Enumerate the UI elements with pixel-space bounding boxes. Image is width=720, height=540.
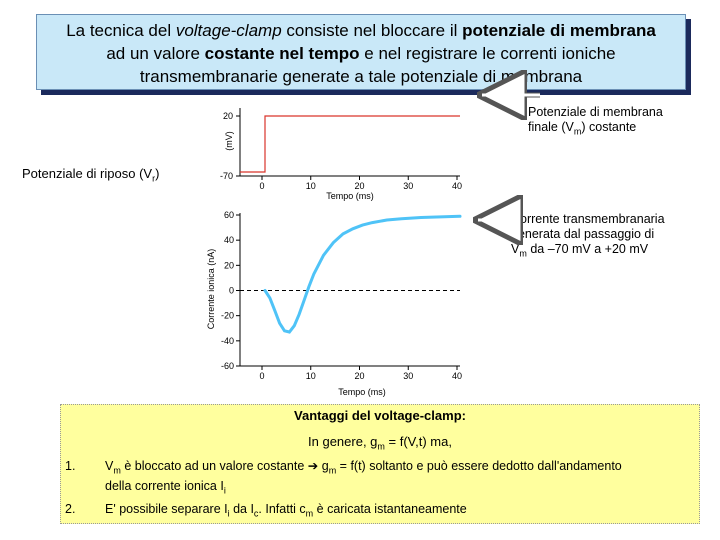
- title-text: ad un valore: [106, 44, 205, 63]
- current-x-tick-label: 20: [354, 371, 364, 381]
- title-text: consiste nel bloccare il: [281, 21, 463, 40]
- final-label-close: ) costante: [581, 120, 637, 134]
- item-1-d: = f(t) soltanto e può essere dedotto dal…: [336, 459, 622, 473]
- current-y-tick-label: -20: [221, 311, 234, 321]
- voltage-x-tick-label: 40: [452, 181, 462, 191]
- final-label-sub: m: [573, 126, 582, 137]
- current-note-line-3: Vm da –70 mV a +20 mV: [511, 242, 665, 262]
- current-curve: [263, 214, 462, 334]
- item-1-line2-sub: i: [223, 485, 226, 495]
- title-text: e nel registrare le correnti ioniche: [359, 44, 616, 63]
- current-y-tick-label: -40: [221, 336, 234, 346]
- current-x-tick-label: 0: [259, 371, 264, 381]
- voltage-y-tick-label: -70: [220, 171, 233, 181]
- current-note-line-2: generata dal passaggio di: [511, 227, 655, 241]
- current-x-tick-label: 10: [306, 371, 316, 381]
- current-y-tick-label: 60: [224, 210, 234, 220]
- item-1-a-sub: m: [113, 465, 121, 476]
- current-x-tick-label: 40: [452, 371, 462, 381]
- current-note: Corrente transmembranaria generata dal p…: [511, 212, 665, 262]
- title-bold: potenziale di membrana: [462, 21, 656, 40]
- item-2-a-sub: i: [227, 508, 230, 519]
- voltage-x-label: Tempo (ms): [326, 191, 374, 201]
- item-1-line2: della corrente ionica I: [105, 478, 224, 493]
- advantages-intro: In genere, gm = f(V,t) ma,: [61, 434, 699, 452]
- title-box: La tecnica del voltage-clamp consiste ne…: [36, 14, 686, 90]
- voltage-x-tick-label: 10: [306, 181, 316, 191]
- advantages-box: Vantaggi del voltage-clamp: In genere, g…: [60, 404, 700, 524]
- current-note-rest: da –70 mV a +20 mV: [526, 242, 649, 256]
- item-1-number: 1.: [65, 459, 76, 473]
- item-1-b: è bloccato ad un valore costante: [120, 459, 308, 473]
- item-2-number: 2.: [65, 502, 76, 516]
- title-bold: costante nel tempo: [204, 44, 360, 63]
- item-2-b-sub: c: [253, 508, 259, 519]
- resting-label-sub: r: [152, 173, 156, 184]
- voltage-x-tick-label: 30: [403, 181, 413, 191]
- title-text: La tecnica del: [66, 21, 176, 40]
- item-2-a: E' possibile separare I: [105, 502, 228, 516]
- resting-label-text: Potenziale di riposo (V: [22, 166, 153, 181]
- intro-sub: m: [377, 441, 385, 452]
- resting-potential-label: Potenziale di riposo (Vr): [22, 166, 159, 187]
- current-note-text: V: [511, 242, 520, 256]
- intro-rest: = f(V,t) ma,: [384, 434, 452, 449]
- voltage-step-line: [240, 115, 460, 173]
- voltage-x-tick-label: 20: [354, 181, 364, 191]
- voltage-y-tick-label: 20: [223, 111, 233, 121]
- item-2-c: . Infatti c: [258, 502, 306, 516]
- resting-label-close: ): [155, 166, 160, 181]
- item-1-c: g: [318, 459, 329, 473]
- current-x-label: Tempo (ms): [338, 387, 386, 397]
- item-2-text: E' possibile separare Ii da Ic. Infatti …: [105, 502, 695, 522]
- current-x-tick-label: 30: [403, 371, 413, 381]
- final-label-text: finale (V: [528, 120, 574, 134]
- right-arrow-icon: ➔: [307, 459, 319, 473]
- current-ticks: 60 40 20 0 -20 -40 -60 0 10 20 30 40: [221, 210, 462, 381]
- voltage-ticks: 20 -70 0 10 20 30 40: [220, 111, 462, 191]
- final-label-line-2: finale (Vm) costante: [528, 120, 663, 140]
- item-2-c-sub: m: [305, 508, 314, 519]
- current-note-line-1: Corrente transmembranaria: [511, 212, 665, 226]
- item-1-a: V: [105, 459, 114, 473]
- current-y-label: Corrente ionica (nA): [206, 249, 216, 330]
- title-italic: voltage-clamp: [175, 21, 282, 40]
- advantages-heading: Vantaggi del voltage-clamp:: [294, 408, 466, 423]
- item-1-text: Vm è bloccato ad un valore costante ➔ gm…: [105, 459, 695, 498]
- item-2-d: è caricata istantaneamente: [313, 502, 467, 516]
- current-y-tick-label: 0: [229, 286, 234, 296]
- item-1-c-sub: m: [328, 465, 337, 476]
- voltage-x-tick-label: 0: [259, 181, 264, 191]
- title-line-1: La tecnica del voltage-clamp consiste ne…: [37, 19, 685, 42]
- final-label-line-1: Potenziale di membrana: [528, 105, 663, 119]
- item-2-b: da I: [229, 502, 254, 516]
- current-note-sub: m: [519, 248, 527, 259]
- current-y-tick-label: 40: [224, 235, 234, 245]
- title-line-3: transmembranarie generate a tale potenzi…: [139, 67, 583, 86]
- current-y-tick-label: -60: [221, 361, 234, 371]
- title-line-2: ad un valore costante nel tempo e nel re…: [37, 42, 685, 65]
- final-potential-label: Potenziale di membrana finale (Vm) costa…: [528, 105, 663, 140]
- intro-text: In genere, g: [308, 434, 378, 449]
- current-y-tick-label: 20: [224, 260, 234, 270]
- voltage-y-unit: (mV): [224, 131, 234, 151]
